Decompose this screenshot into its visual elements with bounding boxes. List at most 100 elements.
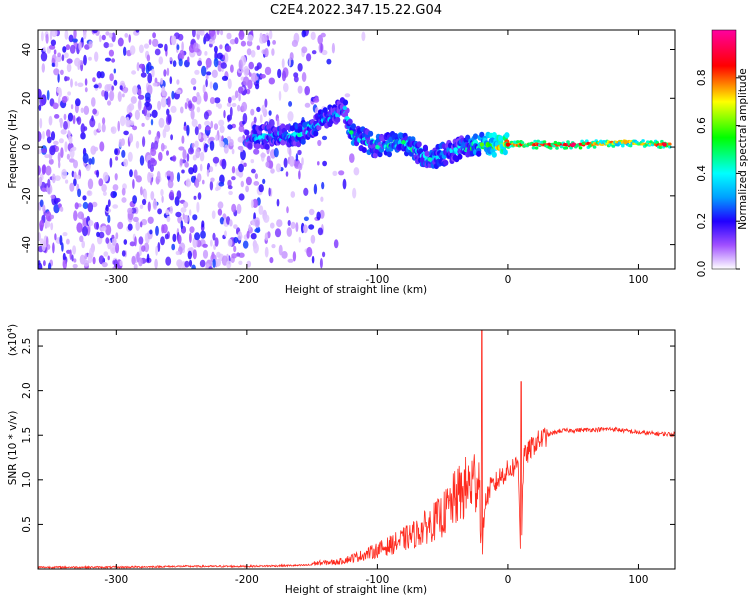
spectrogram-noise-cell [61,168,67,180]
spectrogram-noise-cell [186,124,190,136]
spectrogram-signal-cell [668,142,672,146]
spectrogram-point [662,142,667,147]
spectrogram-noise-cell [209,180,214,191]
spectrogram-noise-cell [258,205,264,216]
spectrogram-noise-cell [317,139,322,147]
spectrogram-noise-cell [219,44,223,50]
spectrogram-signal-cell [372,152,378,159]
spectrogram-signal-cell [516,140,520,144]
spectrogram-noise-cell [169,195,175,201]
spectrogram-noise-cell [164,233,169,240]
spectrogram-noise-cell [138,44,144,54]
spectrogram-noise-cell [273,147,279,158]
spectrogram-noise-cell [179,49,185,61]
x-tick-label: -200 [235,274,259,286]
spectrogram-noise-cell [66,153,70,160]
x-tick-label: 100 [628,274,648,286]
spectrogram-noise-cell [245,176,252,186]
spectrogram-signal-cell [553,140,558,145]
spectrogram-signal-cell [295,141,302,148]
snr-plot-area [38,330,675,569]
spectrogram-noise-cell [186,153,190,162]
spectrogram-noise-cell [219,217,225,225]
spectrogram-noise-cell [298,170,301,180]
spectrogram-noise-cell [53,140,59,146]
spectrogram-noise-cell [157,43,164,49]
spectrogram-noise-cell [264,98,268,108]
spectrogram-noise-cell [120,115,126,127]
spectrogram-noise-cell [146,54,151,62]
spectrogram-noise-cell [297,85,303,94]
spectrogram-noise-cell [241,101,248,112]
spectrogram-noise-cell [87,252,93,264]
spectrogram-noise-cell [344,93,351,98]
spectrogram-noise-cell [143,105,148,117]
spectrogram-noise-cell [199,163,203,172]
spectrogram-noise-cell [203,33,211,42]
spectrogram-noise-cell [138,236,144,245]
spectrogram-noise-cell [233,245,237,253]
spectrogram-noise-cell [123,46,127,56]
spectrogram-signal-cell [457,153,463,160]
spectrogram-noise-cell [141,122,145,127]
spectrogram-noise-cell [112,191,117,198]
spectrogram-noise-cell [39,118,43,129]
spectrogram-point [427,157,432,162]
spectrogram-noise-cell [243,76,250,86]
spectrogram-noise-cell [206,71,212,76]
spectrogram-noise-cell [158,117,165,128]
spectrogram-noise-cell [177,234,182,245]
spectrogram-noise-cell [103,251,109,257]
spectrogram-noise-cell [320,32,326,38]
spectrogram-noise-cell [172,155,177,162]
spectrogram-noise-cell [105,204,109,212]
spectrogram-noise-cell [71,254,74,262]
spectrogram-noise-cell [81,213,85,221]
spectrogram-noise-cell [38,262,43,269]
y-tick-label: 0.5 [21,516,33,533]
spectrogram-noise-cell [194,232,201,241]
spectrogram-noise-cell [332,170,338,176]
spectrogram-noise-cell [211,251,215,260]
spectrogram-noise-cell [194,140,199,148]
spectrogram-noise-cell [98,255,105,265]
spectrogram-noise-cell [160,189,164,197]
spectrogram-noise-cell [129,169,133,178]
spectrogram-noise-cell [180,220,184,230]
spectrogram-noise-cell [271,48,275,56]
spectrogram-noise-cell [253,148,260,155]
spectrogram-noise-cell [63,113,67,121]
spectrogram-signal-cell [578,146,583,150]
spectrogram-noise-cell [139,221,143,228]
spectrogram-noise-cell [80,107,84,114]
spectrogram-marks [38,30,672,269]
spectrogram-noise-cell [270,168,275,174]
spectrogram-noise-cell [104,90,109,101]
spectrogram-noise-cell [139,63,145,69]
spectrogram-signal-cell [548,146,553,150]
spectrogram-noise-cell [128,103,135,111]
spectrogram-noise-cell [192,30,196,38]
spectrogram-noise-cell [155,245,159,256]
spectrogram-noise-cell [156,171,161,180]
spectrogram-noise-cell [162,128,167,139]
spectrogram-noise-cell [206,169,210,177]
spectrogram-noise-cell [62,252,66,261]
spectrogram-noise-cell [92,77,96,83]
spectrogram-noise-cell [188,167,195,175]
spectrogram-signal-cell [347,118,353,125]
spectrogram-noise-cell [101,261,108,268]
spectrogram-noise-cell [303,187,309,196]
spectrogram-noise-cell [193,86,197,91]
spectrogram-noise-cell [39,96,45,107]
spectrogram-signal-cell [592,145,597,149]
spectrogram-noise-cell [49,145,56,156]
spectrogram-noise-cell [81,37,84,43]
spectrogram-noise-cell [40,238,44,246]
spectrogram-noise-cell [50,222,54,231]
spectrogram-point [257,135,263,140]
spectrogram-noise-cell [217,208,223,216]
spectrogram-noise-cell [254,228,261,233]
spectrogram-noise-cell [117,91,122,102]
spectrogram-noise-cell [38,232,41,242]
